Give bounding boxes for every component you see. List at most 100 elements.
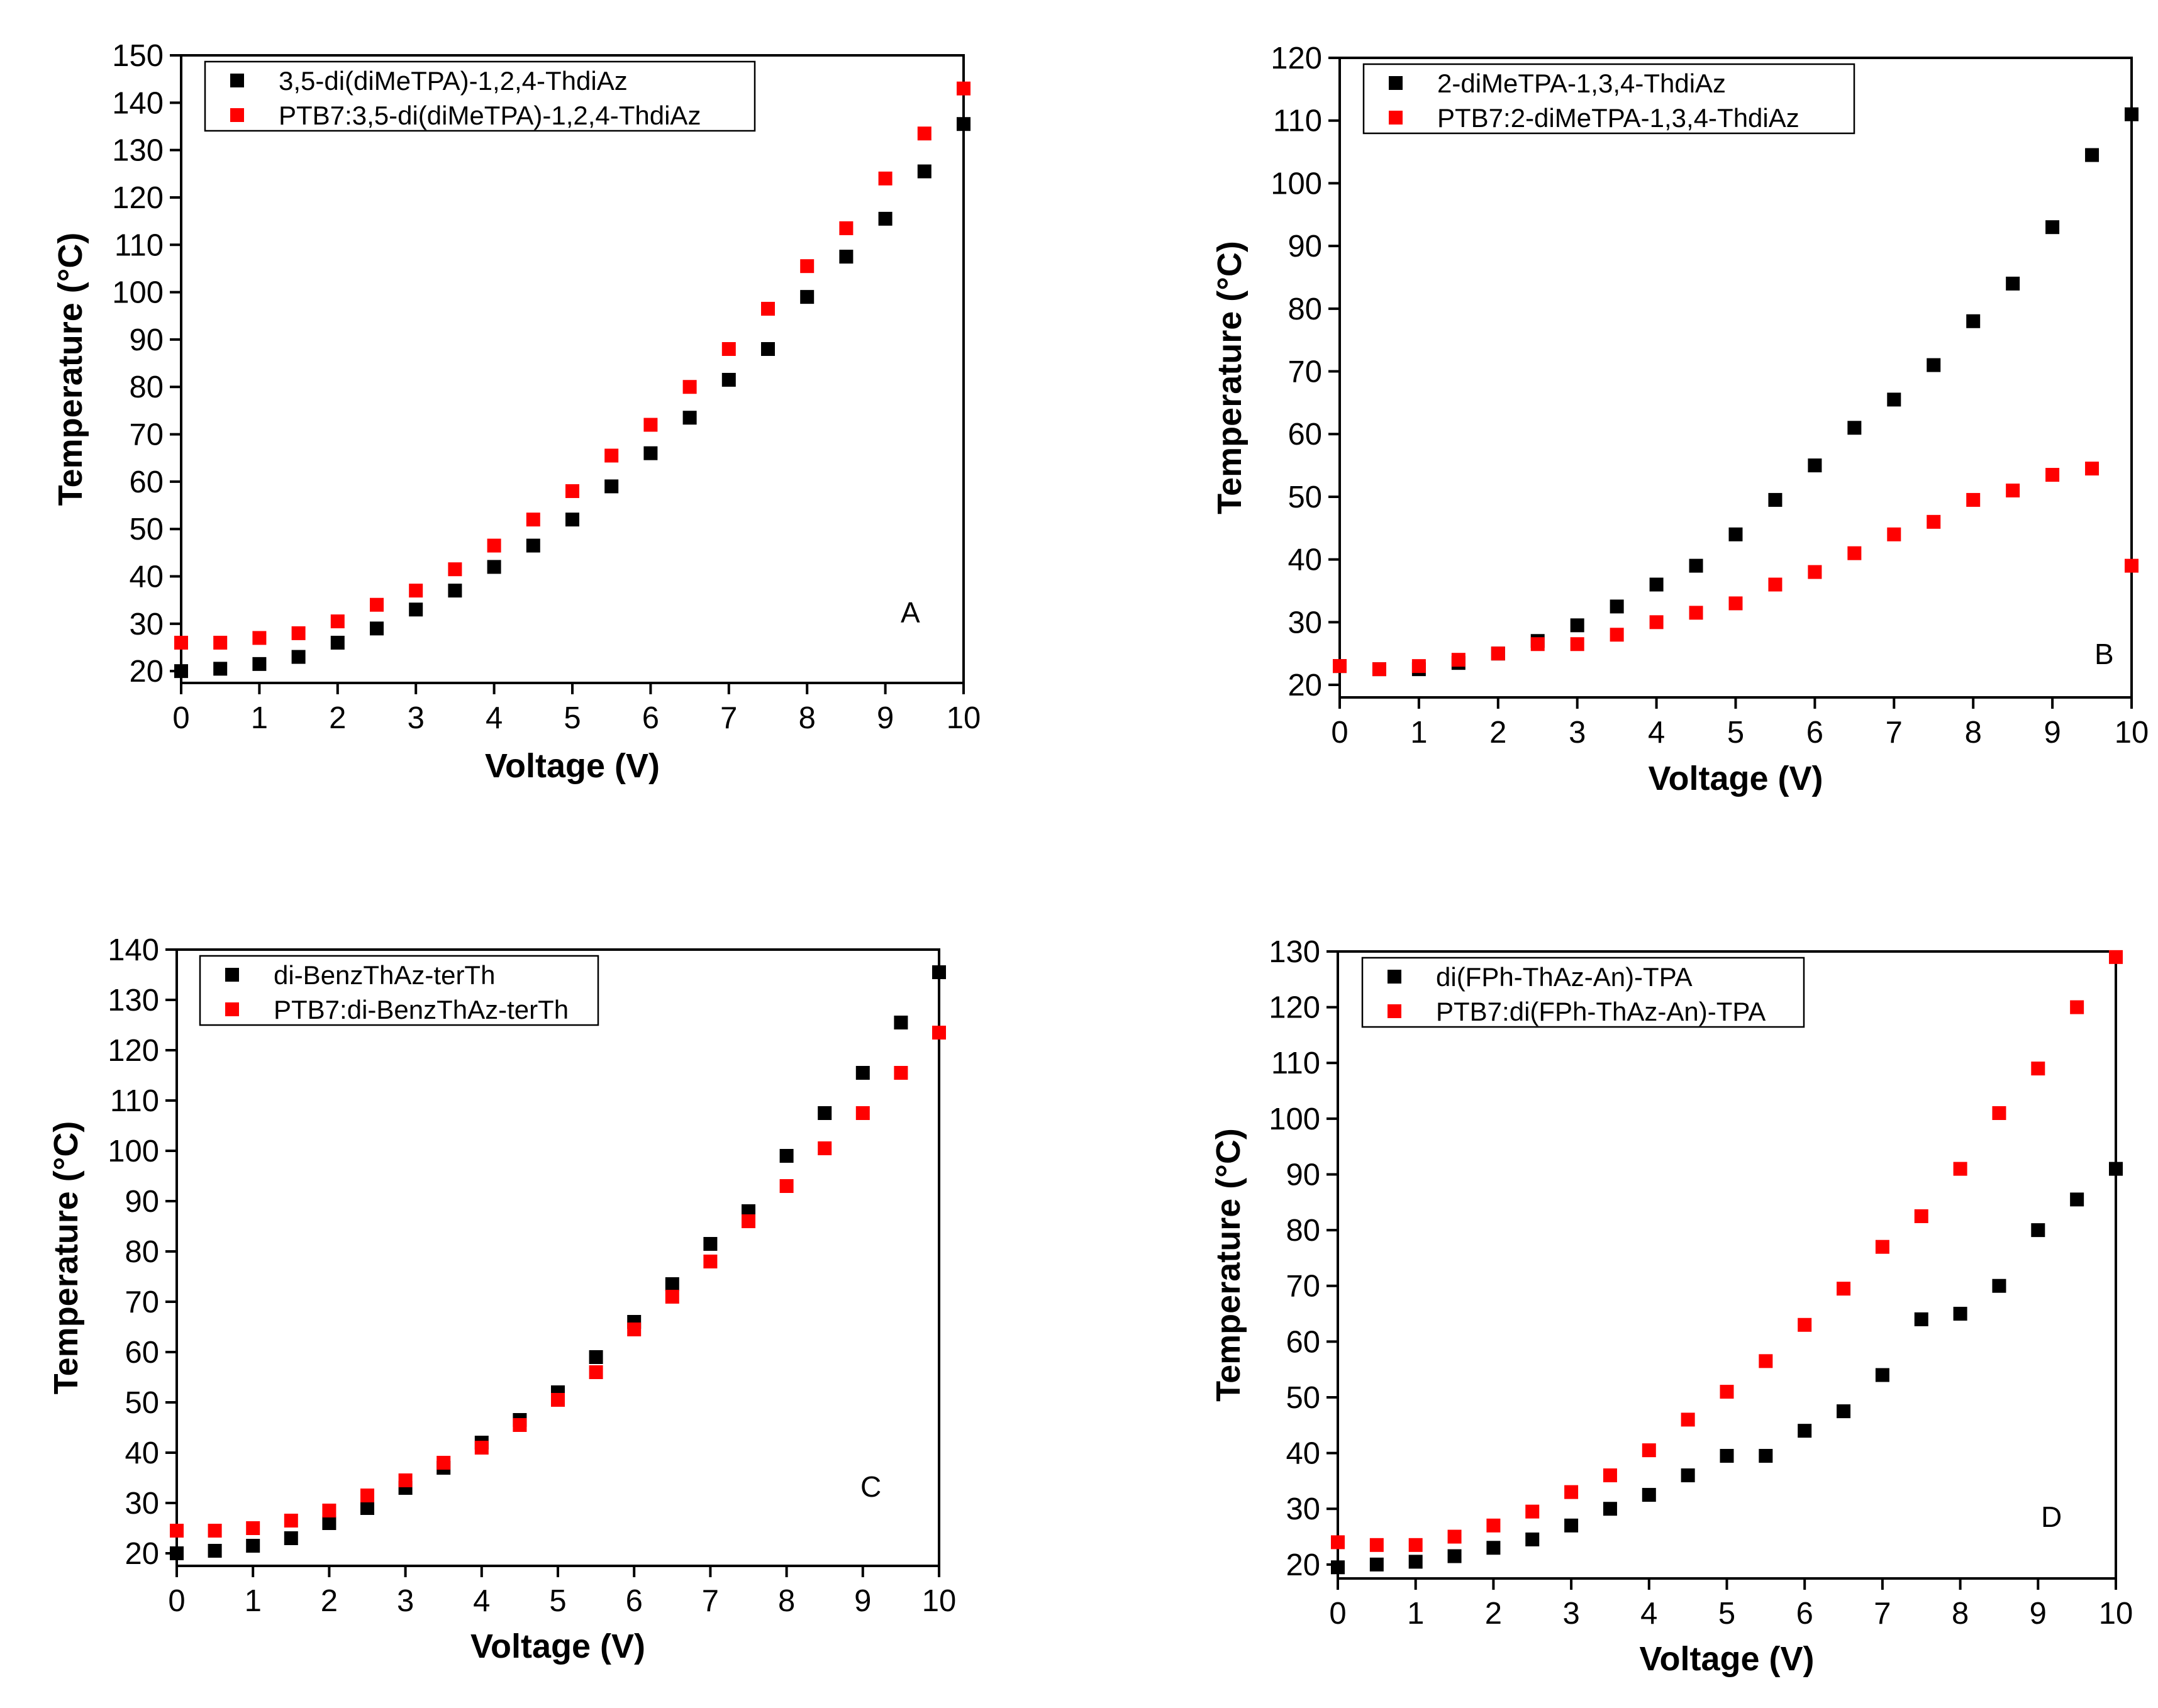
data-point [665,1277,679,1291]
data-point [1927,514,1941,529]
legend-marker [230,74,244,87]
x-tick-label: 0 [172,701,189,735]
x-tick-label: 8 [778,1584,795,1618]
data-point [170,1524,184,1538]
panel-c: 0 1 2 3 4 5 6 7 8 9 10 20 30 40 50 60 70 80 90 100 110 120 130… [47,933,956,1665]
series-1 [1333,107,2139,677]
x-tick-label: 0 [1329,1597,1346,1631]
data-point [1486,1541,1501,1555]
data-point [1408,1555,1423,1569]
legend-marker [1388,970,1401,984]
data-point [1689,558,1703,573]
data-point [855,1106,870,1120]
x-tick-label: 1 [245,1584,262,1618]
data-point [174,664,188,679]
data-point [2085,462,2100,476]
data-point [448,584,462,598]
data-point [448,562,462,577]
data-point [252,657,267,671]
y-tick-label: 70 [125,1285,159,1319]
data-point [513,1418,527,1432]
y-tick-label: 70 [129,418,164,452]
panel-letter: A [901,596,920,629]
x-tick-label: 3 [397,1584,414,1618]
x-tick-label: 9 [2044,716,2061,750]
y-tick-label: 80 [1288,292,1322,326]
data-point [1570,618,1584,633]
plot-frame [175,948,940,1567]
data-point [1798,1424,1812,1438]
y-tick-label: 90 [129,323,164,357]
y-tick-label: 140 [108,933,159,967]
data-point [360,1501,374,1515]
y-tick-label: 120 [112,181,164,215]
x-tick-label: 9 [877,701,894,735]
data-point [1768,577,1783,592]
x-tick-label: 6 [626,1584,643,1618]
data-point [721,372,736,387]
y-tick-label: 30 [1286,1492,1320,1526]
y-tick-label: 20 [125,1537,159,1571]
data-point [1610,599,1624,614]
data-point [322,1516,336,1530]
data-point [855,1066,870,1080]
legend-marker [225,1002,239,1016]
data-point [1808,458,1822,473]
y-tick-label: 120 [1269,991,1320,1025]
data-point [2085,148,2100,162]
data-point [1451,653,1466,667]
data-point [330,635,345,650]
data-point [1642,1488,1656,1502]
legend-label: di-BenzThAz-terTh [274,960,495,990]
panel-a: 0 1 2 3 4 5 6 7 8 9 10 20 30 40 50 60 70 80 90 100 110 120 130… [52,39,981,785]
x-tick-label: 5 [1718,1597,1735,1631]
data-point [1887,392,1901,407]
data-point [1798,1317,1812,1332]
data-point [643,446,658,460]
x-tick-label: 3 [408,701,425,735]
data-point [800,259,815,274]
x-tick-label: 8 [1965,716,1982,750]
data-point [665,1290,679,1304]
data-point [1564,1518,1579,1533]
data-point [1642,1443,1656,1458]
legend-box [1362,63,1855,135]
data-point [1728,527,1743,541]
x-tick-label: 6 [642,701,659,735]
data-point [682,380,697,394]
data-point [487,538,501,553]
y-tick-label: 100 [1271,167,1322,201]
data-point [551,1393,565,1407]
data-point [894,1016,908,1029]
data-point [779,1149,794,1163]
x-tick-label: 2 [321,1584,338,1618]
data-point [1728,596,1743,611]
y-tick-label: 120 [1271,42,1322,75]
legend: 3,5-di(diMeTPA)-1,2,4-ThdiAz PTB7:3,5-di(… [204,60,756,132]
y-tick-label: 100 [1269,1102,1320,1136]
data-point [703,1237,718,1251]
x-tick-label: 2 [1489,716,1506,750]
data-point [526,538,540,553]
y-tick-label: 40 [125,1436,159,1470]
data-point [409,584,423,598]
data-point [1914,1209,1928,1223]
data-point [2070,1192,2084,1207]
data-point [818,1141,832,1155]
data-point [330,614,345,629]
data-point [1847,546,1862,560]
data-point [604,479,619,494]
data-point [721,341,736,356]
series-2 [1333,462,2139,677]
data-point [2109,950,2123,964]
data-point [252,631,267,645]
x-tick-label: 2 [1485,1597,1502,1631]
data-point [291,650,306,664]
data-point [1837,1282,1851,1296]
data-point [1887,527,1901,541]
y-tick-label: 60 [129,465,164,499]
data-point [1768,492,1783,507]
x-tick-label: 4 [1640,1597,1657,1631]
y-axis-title: Temperature (°C) [1210,1128,1247,1402]
data-point [2045,468,2060,482]
